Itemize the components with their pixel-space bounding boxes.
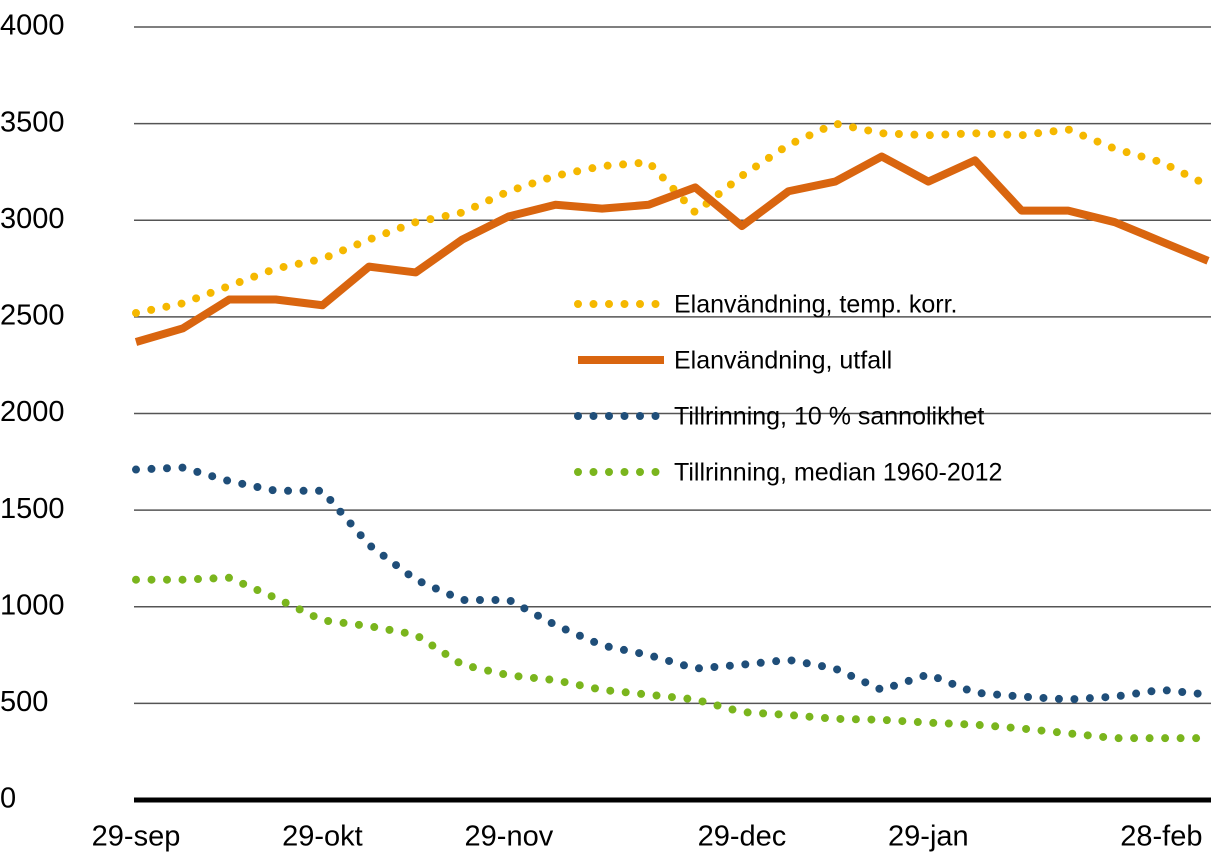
- x-tick-label: 28-feb: [1120, 821, 1202, 853]
- legend-label: Tillrinning, 10 % sannolikhet: [674, 403, 984, 431]
- series-line: [132, 463, 1212, 704]
- y-tick-label: 2000: [0, 396, 65, 428]
- y-tick-label: 1500: [0, 493, 65, 525]
- y-tick-label: 3500: [0, 106, 65, 138]
- y-tick-label: 500: [0, 686, 48, 718]
- x-tick-label: 29-sep: [92, 821, 181, 853]
- x-tick-label: 29-dec: [698, 821, 787, 853]
- y-tick-label: 4000: [0, 10, 65, 42]
- legend-label: Elanvändning, temp. korr.: [674, 291, 958, 319]
- x-tick-label: 29-nov: [465, 821, 554, 853]
- y-tick-label: 2500: [0, 300, 65, 332]
- series-line: [132, 119, 1212, 318]
- y-tick-label: 1000: [0, 589, 65, 621]
- series-line: [132, 573, 1212, 743]
- x-tick-label: 29-jan: [888, 821, 969, 853]
- series-line: [134, 152, 1210, 346]
- legend-label: Tillrinning, median 1960-2012: [674, 459, 1002, 487]
- legend-label: Elanvändning, utfall: [674, 347, 892, 375]
- y-tick-label: 3000: [0, 203, 65, 235]
- y-tick-label: 0: [0, 783, 16, 815]
- x-tick-label: 29-okt: [282, 821, 363, 853]
